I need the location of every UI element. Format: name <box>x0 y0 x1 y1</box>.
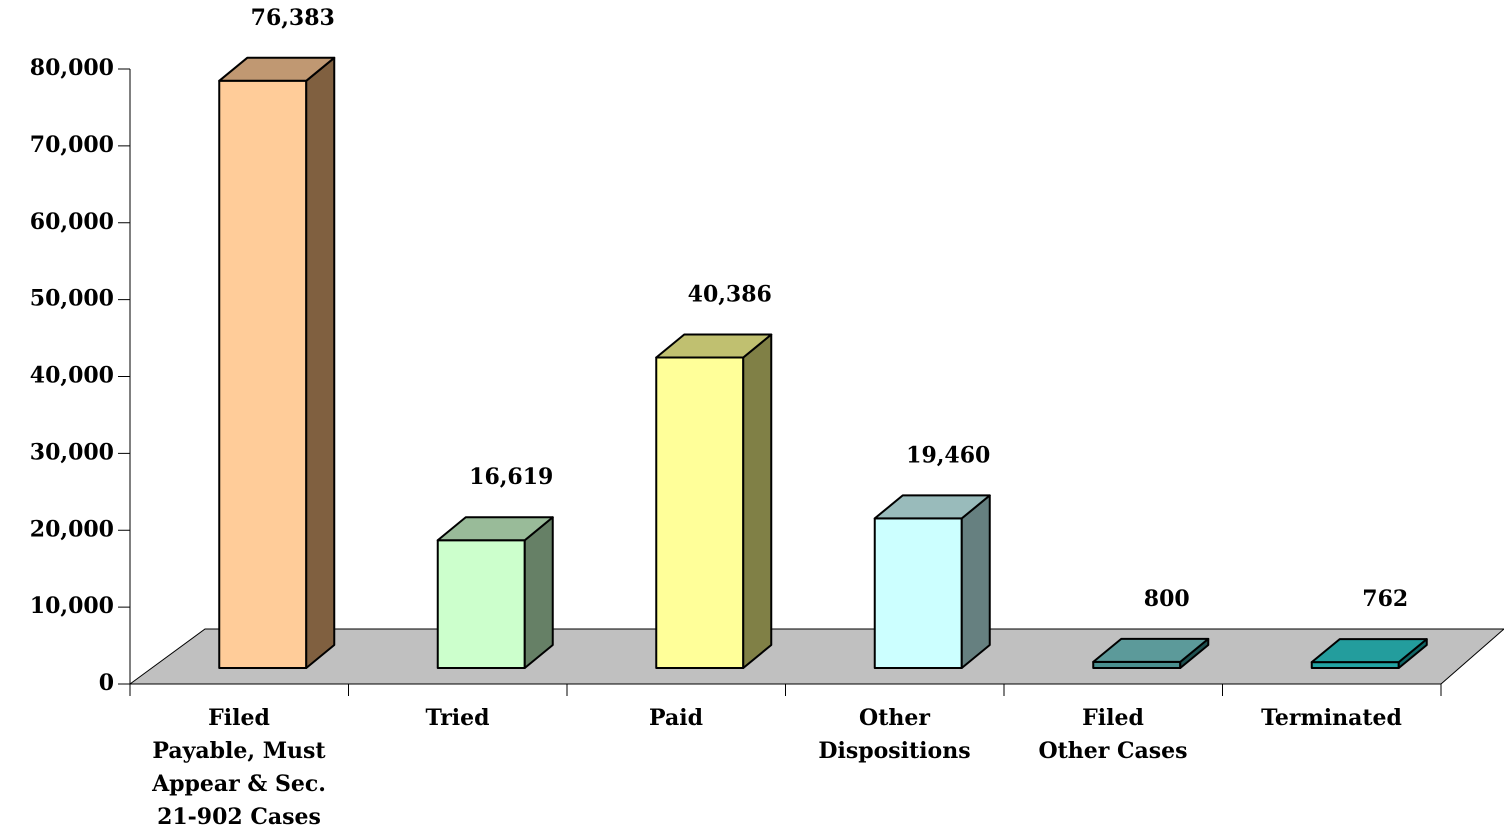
bar-top <box>436 516 554 542</box>
floor <box>128 628 1504 685</box>
bar-side <box>960 494 991 669</box>
value-label: 800 <box>1144 586 1190 612</box>
bar-top <box>1310 638 1428 664</box>
bar <box>218 56 336 669</box>
bar <box>655 333 773 669</box>
bar-top <box>218 56 336 82</box>
y-tick-label: 20,000 <box>30 516 114 542</box>
bar <box>1310 638 1428 669</box>
bar-side <box>523 516 554 669</box>
value-label: 76,383 <box>251 5 335 31</box>
y-tick-label: 0 <box>99 670 114 696</box>
x-tick-label: Paid <box>649 705 703 731</box>
x-tick-label: Tried <box>425 705 490 731</box>
bar-top <box>1092 637 1210 663</box>
value-label: 19,460 <box>906 442 990 468</box>
bar-front <box>873 517 963 669</box>
bar <box>873 494 991 669</box>
bar-front <box>436 539 526 669</box>
bar-front <box>218 79 308 669</box>
value-label: 762 <box>1362 586 1408 612</box>
x-tick-label: Filed Payable, Must Appear & Sec. 21-902… <box>152 705 326 830</box>
bar-side <box>742 333 773 669</box>
bar <box>1092 637 1210 669</box>
y-tick-label: 80,000 <box>30 55 114 81</box>
bar-front <box>655 356 745 669</box>
bar-side <box>305 56 336 669</box>
value-label: 16,619 <box>469 464 553 490</box>
bar <box>436 516 554 669</box>
x-tick-label: Filed Other Cases <box>1038 705 1188 764</box>
value-label: 40,386 <box>688 282 772 308</box>
y-tick-label: 40,000 <box>30 363 114 389</box>
y-tick-label: 60,000 <box>30 209 114 235</box>
y-tick-label: 30,000 <box>30 439 114 465</box>
x-tick-label: Terminated <box>1261 705 1402 731</box>
y-tick-label: 70,000 <box>30 132 114 158</box>
bar-top <box>655 333 773 359</box>
y-tick-label: 10,000 <box>30 593 114 619</box>
y-tick-label: 50,000 <box>30 286 114 312</box>
x-tick-label: Other Dispositions <box>818 705 971 764</box>
bar-top <box>873 494 991 520</box>
